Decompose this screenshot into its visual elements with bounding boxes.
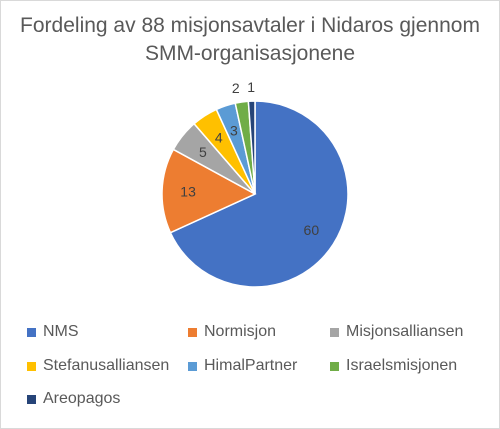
legend-item-israelsmisjonen: Israelsmisjonen: [330, 357, 457, 375]
legend-label-himalpartner: HimalPartner: [204, 357, 298, 374]
legend-item-nms: NMS: [27, 323, 79, 341]
data-label-normisjon: 13: [180, 184, 196, 200]
data-label-areopagos: 1: [247, 79, 255, 95]
chart-title: Fordeling av 88 misjonsavtaler i Nidaros…: [0, 12, 500, 68]
legend-item-normisjon: Normisjon: [188, 323, 276, 341]
legend-label-misjonsalliansen: Misjonsalliansen: [346, 323, 464, 340]
chart-title-line-1: Fordeling av 88 misjonsavtaler i Nidaros…: [20, 14, 480, 37]
legend-swatch-misjonsalliansen: [330, 327, 339, 337]
data-label-stefanusalliansen: 4: [215, 130, 223, 146]
chart-title-line-2: SMM-organisasjonene: [144, 42, 356, 65]
legend-swatch-israelsmisjonen: [330, 361, 339, 371]
legend-label-areopagos: Areopagos: [43, 390, 121, 407]
legend-swatch-stefanusalliansen: [27, 361, 36, 371]
legend-label-nms: NMS: [43, 323, 79, 340]
legend-swatch-himalpartner: [188, 361, 197, 371]
legend-item-areopagos: Areopagos: [27, 390, 120, 408]
data-label-himalpartner: 3: [230, 122, 238, 138]
data-label-misjonsalliansen: 5: [199, 144, 207, 160]
pie-slice-normisjon: [161, 148, 257, 234]
legend-label-israelsmisjonen: Israelsmisjonen: [346, 357, 458, 374]
legend-swatch-nms: [27, 327, 36, 337]
pie-slice-areopagos: [247, 100, 256, 195]
pie-slice-nms: [169, 100, 349, 288]
legend-item-himalpartner: HimalPartner: [188, 357, 297, 375]
legend-item-stefanusalliansen: Stefanusalliansen: [27, 357, 169, 375]
legend-swatch-normisjon: [188, 327, 197, 337]
legend-label-normisjon: Normisjon: [204, 323, 277, 340]
data-label-nms: 60: [304, 222, 320, 238]
data-label-israelsmisjonen: 2: [232, 80, 240, 96]
legend-swatch-areopagos: [27, 394, 36, 404]
legend-item-misjonsalliansen: Misjonsalliansen: [330, 323, 463, 341]
legend-label-stefanusalliansen: Stefanusalliansen: [43, 357, 170, 374]
